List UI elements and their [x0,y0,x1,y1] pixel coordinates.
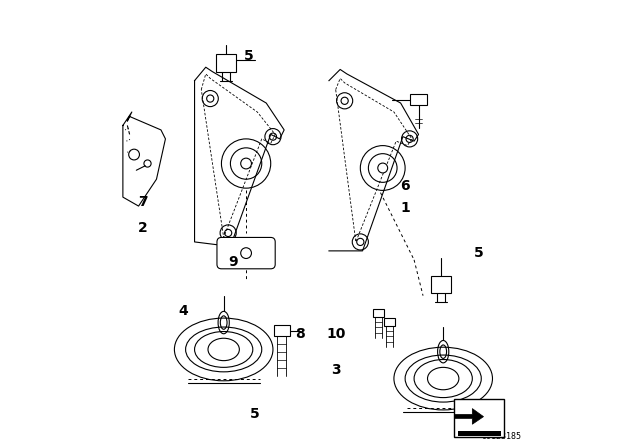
Text: 10: 10 [326,327,346,341]
Circle shape [378,163,388,173]
FancyBboxPatch shape [431,276,451,293]
Text: 3: 3 [331,362,340,377]
Text: 8: 8 [295,327,305,341]
Text: 00123185: 00123185 [481,432,522,441]
FancyBboxPatch shape [410,94,427,105]
Text: 5: 5 [474,246,484,260]
Circle shape [241,158,252,169]
FancyBboxPatch shape [274,325,290,336]
FancyBboxPatch shape [373,309,383,317]
Text: 9: 9 [228,255,237,269]
FancyBboxPatch shape [384,318,395,326]
Text: 1: 1 [400,201,410,215]
FancyBboxPatch shape [454,399,504,437]
FancyBboxPatch shape [217,237,275,269]
Text: 2: 2 [138,221,148,236]
Text: 5: 5 [244,49,253,63]
FancyBboxPatch shape [216,54,236,72]
Text: 5: 5 [250,407,260,422]
FancyBboxPatch shape [458,431,500,436]
Text: 7: 7 [138,194,148,209]
Polygon shape [454,409,484,424]
Text: 4: 4 [179,304,188,319]
Text: 6: 6 [400,179,410,193]
